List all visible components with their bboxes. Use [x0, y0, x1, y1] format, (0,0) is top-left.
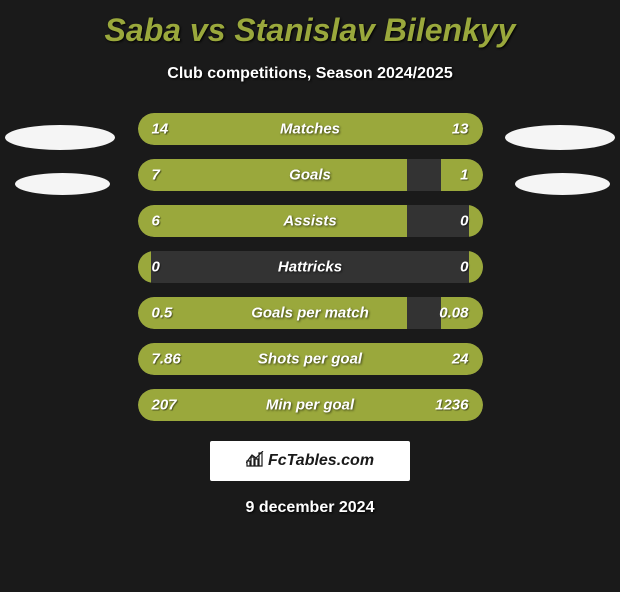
stat-row: 7.86 24 Shots per goal	[138, 343, 483, 375]
stat-label: Matches	[280, 121, 340, 138]
stat-bar-left	[138, 159, 407, 191]
comparison-subtitle: Club competitions, Season 2024/2025	[0, 65, 620, 83]
stat-value-right: 1236	[435, 397, 468, 414]
stat-value-left: 6	[152, 213, 160, 230]
logo-shape	[515, 173, 610, 195]
stat-row: 0 0 Hattricks	[138, 251, 483, 283]
stat-value-right: 24	[452, 351, 469, 368]
branding-badge: FcTables.com	[210, 441, 410, 481]
stat-value-left: 7	[152, 167, 160, 184]
stat-row: 6 0 Assists	[138, 205, 483, 237]
player1-logo	[5, 113, 115, 213]
stat-value-left: 0.5	[152, 305, 173, 322]
stat-row: 14 13 Matches	[138, 113, 483, 145]
stat-value-right: 0	[460, 259, 468, 276]
stat-label: Min per goal	[266, 397, 354, 414]
logo-shape	[505, 125, 615, 150]
comparison-chart: 14 13 Matches 7 1 Goals 6 0 Assists 0 0 Hattricks 0.…	[0, 113, 620, 433]
stat-row: 207 1236 Min per goal	[138, 389, 483, 421]
stat-label: Goals per match	[251, 305, 369, 322]
stat-value-left: 14	[152, 121, 169, 138]
stat-value-left: 7.86	[152, 351, 181, 368]
player2-logo	[505, 113, 615, 213]
stat-row: 7 1 Goals	[138, 159, 483, 191]
stat-value-right: 1	[460, 167, 468, 184]
stat-value-right: 0.08	[439, 305, 468, 322]
stat-label: Hattricks	[278, 259, 342, 276]
stat-label: Shots per goal	[258, 351, 362, 368]
stat-bar-left	[138, 205, 407, 237]
stat-label: Goals	[289, 167, 331, 184]
stat-rows-container: 14 13 Matches 7 1 Goals 6 0 Assists 0 0 Hattricks 0.…	[138, 113, 483, 421]
branding-text: FcTables.com	[268, 452, 374, 470]
comparison-title: Saba vs Stanislav Bilenkyy	[0, 12, 620, 49]
stat-label: Assists	[283, 213, 336, 230]
chart-icon	[246, 451, 264, 472]
stat-bar-right	[469, 205, 483, 237]
logo-shape	[5, 125, 115, 150]
logo-shape	[15, 173, 110, 195]
stat-bar-right	[469, 251, 483, 283]
stat-value-right: 0	[460, 213, 468, 230]
stat-value-left: 207	[152, 397, 177, 414]
stat-value-right: 13	[452, 121, 469, 138]
stat-bar-left	[138, 251, 152, 283]
stat-row: 0.5 0.08 Goals per match	[138, 297, 483, 329]
comparison-date: 9 december 2024	[0, 499, 620, 517]
stat-value-left: 0	[152, 259, 160, 276]
